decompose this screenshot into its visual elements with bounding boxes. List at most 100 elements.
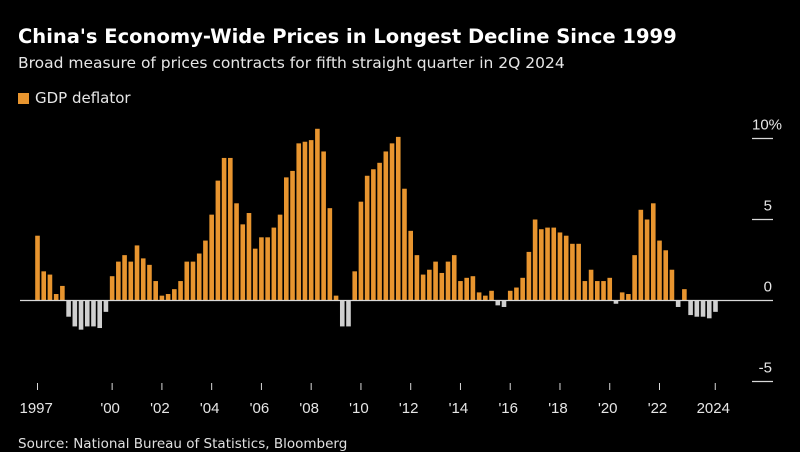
bar [35, 235, 40, 301]
bar [165, 294, 171, 301]
bar [327, 208, 333, 301]
x-tick-label: '18 [548, 400, 568, 417]
bar [501, 300, 507, 307]
x-tick-label: '00 [100, 400, 120, 417]
bar [97, 300, 102, 329]
bar [203, 240, 208, 301]
x-tick-label: '02 [150, 400, 170, 417]
bar [153, 281, 158, 301]
x-tick-label: '04 [200, 400, 220, 417]
bar [601, 281, 606, 301]
bar [700, 300, 706, 317]
bar [209, 214, 214, 301]
bar [122, 255, 127, 301]
bar [713, 300, 718, 312]
bar [563, 235, 569, 301]
bar [159, 295, 165, 301]
bar [638, 209, 644, 301]
bar [178, 281, 183, 301]
bar [66, 300, 71, 317]
bar [551, 227, 557, 301]
x-tick-label: '20 [598, 400, 618, 417]
bar [632, 255, 637, 301]
x-tick-label: 2024 [697, 400, 730, 417]
legend-swatch-gdp-deflator [18, 92, 29, 104]
bar [657, 240, 662, 301]
bar [526, 251, 532, 301]
bar [383, 151, 389, 301]
x-tick-label: 1997 [20, 400, 53, 417]
y-tick-label: 0 [764, 279, 772, 296]
bar [644, 219, 650, 301]
bar [694, 300, 700, 317]
bar [190, 261, 196, 301]
bar [259, 237, 264, 301]
bar [215, 180, 221, 301]
bar [140, 258, 146, 301]
bar [439, 272, 445, 301]
bar [445, 261, 451, 301]
bar [570, 243, 575, 301]
bar [389, 143, 395, 301]
bar [315, 128, 320, 301]
bar [688, 300, 693, 316]
bar [228, 157, 233, 301]
bar [60, 285, 65, 301]
legend-label-gdp-deflator: GDP deflator [35, 89, 131, 107]
bar [240, 224, 246, 301]
x-tick-label: '16 [498, 400, 518, 417]
bar [576, 243, 581, 301]
bar [284, 177, 289, 301]
bar [78, 300, 84, 330]
y-tick-label: -5 [759, 360, 772, 377]
bar [364, 175, 370, 301]
bar [116, 261, 121, 301]
bar [619, 292, 625, 301]
bar [147, 264, 152, 301]
bar [296, 143, 302, 301]
bar [47, 274, 53, 301]
bar [483, 295, 488, 301]
source-note: Source: National Bureau of Statistics, B… [18, 436, 348, 452]
bar [246, 213, 252, 301]
x-tick-label: '22 [648, 400, 668, 417]
bar [377, 162, 382, 301]
bar [91, 300, 96, 327]
bar [53, 294, 59, 301]
bar [84, 300, 90, 327]
bar [613, 300, 619, 304]
chart-title: China's Economy-Wide Prices in Longest D… [18, 25, 677, 48]
bar [252, 248, 258, 301]
bar [265, 237, 270, 301]
bar [464, 277, 469, 301]
x-tick-label: '10 [349, 400, 369, 417]
bar [395, 136, 401, 301]
bar [184, 261, 190, 301]
bar [339, 300, 345, 327]
bar [682, 289, 687, 301]
y-tick-label: 10% [752, 117, 782, 134]
bar [321, 151, 326, 301]
bar [308, 140, 314, 301]
bar [134, 245, 140, 301]
bar [663, 250, 669, 301]
bar [470, 276, 476, 301]
bar [128, 261, 134, 301]
bar [532, 219, 538, 301]
bar [607, 277, 613, 301]
bar [595, 281, 600, 301]
bar [41, 271, 47, 301]
bar [495, 300, 501, 306]
bar [507, 290, 513, 301]
bar [352, 271, 358, 301]
bar [358, 201, 364, 301]
bar [451, 255, 457, 301]
bar [420, 274, 426, 301]
bar [545, 227, 550, 301]
bar [196, 253, 202, 301]
bar [476, 292, 482, 301]
bar [290, 170, 295, 301]
bar [650, 203, 656, 301]
bar [458, 281, 463, 301]
